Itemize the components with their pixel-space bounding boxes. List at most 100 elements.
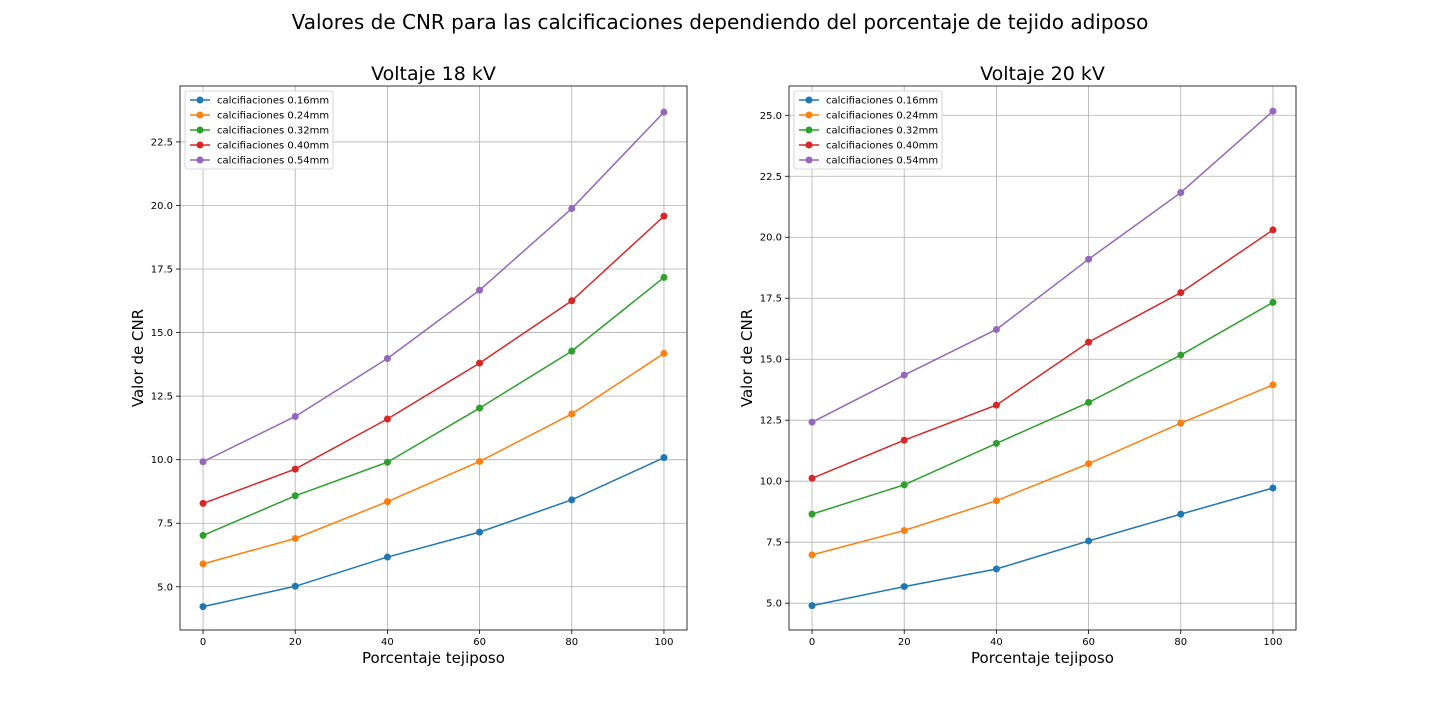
series-line (811, 384, 1274, 556)
legend-marker (805, 96, 813, 104)
series-line (811, 110, 1274, 423)
data-point (476, 404, 484, 412)
series-line (811, 229, 1274, 479)
y-tick-label: 10.0 (151, 455, 173, 466)
y-tick-label: 17.5 (760, 294, 782, 305)
x-tick-label: 80 (1174, 637, 1187, 648)
x-axis-label: Porcentaje tejiposo (362, 649, 505, 667)
y-tick-label: 7.5 (157, 519, 173, 530)
y-tick-label: 20.0 (151, 201, 173, 212)
series-line (811, 301, 1274, 515)
y-tick-label: 7.5 (766, 538, 782, 549)
y-tick-label: 17.5 (151, 265, 173, 276)
y-tick-label: 25.0 (760, 111, 782, 122)
legend: calcifiaciones 0.16mm calcifiaciones 0.24… (793, 90, 943, 170)
legend-marker (805, 111, 813, 119)
legend-label: calcifiaciones 0.24mm (217, 111, 329, 122)
data-point (199, 603, 207, 611)
data-point (660, 349, 668, 357)
y-tick-label: 5.0 (766, 599, 782, 610)
data-point (1085, 338, 1093, 346)
y-axis-label: Valor de CNR (738, 309, 756, 407)
data-point (992, 565, 1000, 573)
legend-marker (196, 141, 204, 149)
series-line (811, 487, 1274, 607)
data-point (291, 465, 299, 473)
data-point (476, 457, 484, 465)
data-point (476, 286, 484, 294)
legend-marker (805, 141, 813, 149)
data-point (660, 273, 668, 281)
subplot-20kv: 0 20 40 60 80 100 5.0 7.5 10.0 12.5 15.0 17.5 20.0 22… (738, 63, 1297, 667)
data-point (992, 325, 1000, 333)
data-point (1177, 289, 1185, 297)
legend-label: calcifiaciones 0.32mm (217, 126, 329, 137)
data-point (383, 355, 391, 363)
data-point (1085, 255, 1093, 263)
data-point (900, 371, 908, 379)
data-point (291, 492, 299, 500)
data-point (992, 401, 1000, 409)
data-point (1269, 381, 1277, 389)
data-point (1085, 460, 1093, 468)
data-point (383, 415, 391, 423)
x-tick-label: 40 (990, 637, 1003, 648)
y-tick-label: 10.0 (760, 477, 782, 488)
data-point (1269, 226, 1277, 234)
x-tick-label: 100 (654, 637, 673, 648)
data-point (383, 458, 391, 466)
data-point (660, 454, 668, 462)
data-point (291, 534, 299, 542)
data-point (808, 510, 816, 518)
series-line (202, 111, 665, 463)
x-tick-label: 60 (473, 637, 486, 648)
x-tick-label: 0 (809, 637, 815, 648)
legend-box (184, 90, 334, 170)
data-point (900, 481, 908, 489)
y-tick-label: 5.0 (157, 582, 173, 593)
subplot-18kv: 0 20 40 60 80 100 5.0 7.5 10.0 12.5 15.0 17.5 20.0 22… (129, 63, 688, 667)
x-tick-label: 80 (565, 637, 578, 648)
legend-marker (196, 126, 204, 134)
data-point (808, 474, 816, 482)
data-point (568, 496, 576, 504)
axes-frame (788, 85, 1297, 631)
axes-frame (179, 85, 688, 631)
legend-label: calcifiaciones 0.16mm (217, 96, 329, 107)
x-tick-label: 20 (289, 637, 302, 648)
data-point (1177, 510, 1185, 518)
data-point (900, 583, 908, 591)
legend-label: calcifiaciones 0.40mm (826, 141, 938, 152)
legend: calcifiaciones 0.16mm calcifiaciones 0.24… (184, 90, 334, 170)
data-point (1177, 351, 1185, 359)
legend-label: calcifiaciones 0.32mm (826, 126, 938, 137)
x-tick-label: 100 (1263, 637, 1282, 648)
y-tick-label: 12.5 (151, 392, 173, 403)
legend-marker (196, 111, 204, 119)
data-point (1085, 537, 1093, 545)
series-line (202, 456, 665, 608)
data-point (808, 418, 816, 426)
axes-title: Voltaje 18 kV (371, 63, 496, 85)
data-point (1177, 189, 1185, 197)
x-tick-label: 0 (200, 637, 206, 648)
y-tick-label: 15.0 (151, 328, 173, 339)
data-point (900, 526, 908, 534)
data-point (660, 108, 668, 116)
axes-title: Voltaje 20 kV (980, 63, 1105, 85)
legend-label: calcifiaciones 0.54mm (826, 156, 938, 167)
legend-marker (805, 156, 813, 164)
data-point (808, 602, 816, 610)
data-point (1269, 484, 1277, 492)
legend-marker (196, 156, 204, 164)
data-point (808, 551, 816, 559)
data-point (992, 497, 1000, 505)
data-point (992, 439, 1000, 447)
data-point (199, 531, 207, 539)
data-point (199, 560, 207, 568)
data-point (383, 498, 391, 506)
x-axis-label: Porcentaje tejiposo (971, 649, 1114, 667)
data-point (1269, 298, 1277, 306)
legend-box (793, 90, 943, 170)
